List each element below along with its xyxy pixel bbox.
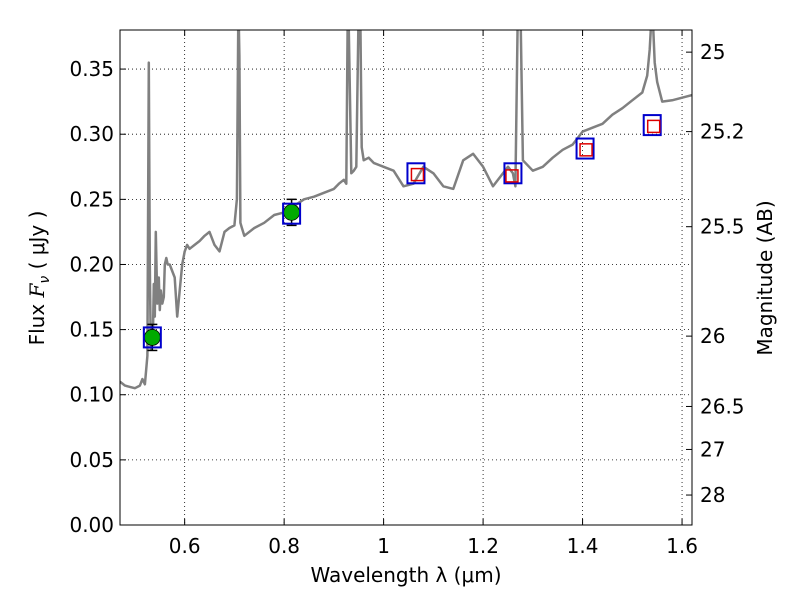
y2-axis-label: Magnitude (AB)	[753, 200, 777, 355]
observed-point	[283, 203, 301, 221]
model-box	[406, 162, 426, 185]
plot-frame	[119, 29, 693, 526]
x-tick-label: 1.2	[467, 534, 499, 558]
plot-background	[120, 30, 692, 525]
y-axis-label-symbol: F	[25, 282, 49, 298]
y2-tick-label: 25.2	[700, 120, 745, 144]
y-tick-label: 0.15	[69, 318, 114, 342]
y2-tick-label: 25	[700, 40, 725, 64]
y-axis-label-text: Flux	[25, 297, 49, 345]
ticks: 0.6 0.8 1 1.2 1.4 1.6 0.00 0.05 0.10 0.15 0.20 0.25…	[69, 30, 745, 558]
x-tick-label: 1.6	[666, 534, 698, 558]
x-tick-label: 1	[377, 534, 390, 558]
x-tick-label: 1.4	[567, 534, 599, 558]
x-tick-label: 0.6	[169, 534, 201, 558]
model-box	[642, 114, 662, 137]
y2-tick-label: 27	[700, 437, 725, 461]
y2-tick-label: 26	[700, 324, 725, 348]
data-layer	[120, 30, 692, 390]
y-tick-label: 0.10	[69, 383, 114, 407]
y2-tick-label: 25.5	[700, 215, 745, 239]
predicted-square	[646, 119, 661, 134]
y-tick-label: 0.20	[69, 252, 114, 276]
y-tick-label: 0.00	[69, 513, 114, 537]
y2-tick-label: 28	[700, 483, 725, 507]
x-axis-label: Wavelength λ (μm)	[310, 563, 501, 587]
y-tick-label: 0.25	[69, 187, 114, 211]
y-axis-label-subscript: ν	[37, 276, 53, 284]
spectrum-line	[120, 30, 692, 390]
predicted-square	[579, 143, 593, 157]
y-axis-label: Flux Fν ( μJy )	[25, 211, 53, 346]
observed-point	[143, 329, 161, 346]
model-box	[282, 202, 302, 225]
model-box	[575, 137, 595, 160]
predicted-square	[410, 167, 425, 182]
model-box	[142, 326, 162, 349]
predicted-square	[505, 169, 519, 183]
model-box	[503, 162, 523, 185]
y2-tick-label: 26.5	[700, 394, 745, 418]
y-tick-label: 0.35	[69, 57, 114, 81]
y-tick-label: 0.05	[69, 448, 114, 472]
x-tick-label: 0.8	[268, 534, 300, 558]
y-axis-label-units: ( μJy )	[25, 211, 49, 276]
y-tick-label: 0.30	[69, 122, 114, 146]
